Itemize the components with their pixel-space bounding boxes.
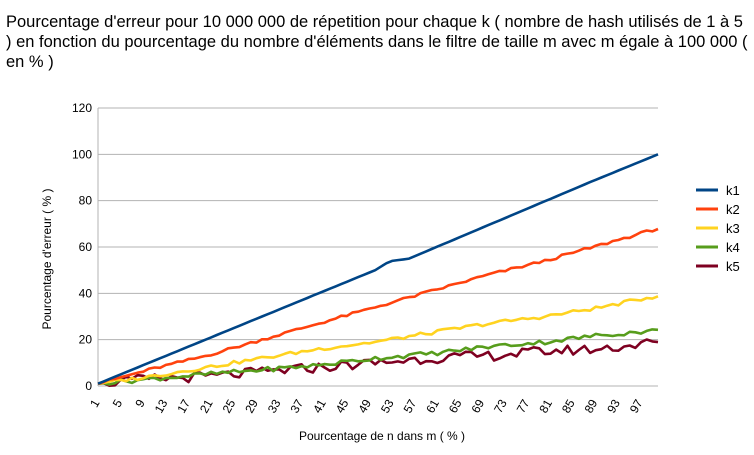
legend-label-k2: k2 [726,202,740,217]
x-tick-label: 49 [355,397,374,416]
legend-label-k1: k1 [726,183,740,198]
x-tick-label: 57 [401,397,420,416]
legend-label-k4: k4 [726,240,740,255]
x-tick-label: 85 [559,397,578,416]
x-axis-ticks: 1 5 9 13 17 21 25 29 33 37 41 45 49 53 57 61 65 69 73 77 81 8… [87,397,646,416]
legend: k1 k2 k3 k4 k5 [696,183,740,274]
x-tick-label: 17 [174,397,193,416]
x-tick-label: 29 [242,397,261,416]
y-axis-ticks: 0 20 40 60 80 100 120 [72,101,92,393]
x-tick-label: 21 [197,397,216,416]
x-tick-label: 97 [627,397,646,416]
chart-title: Pourcentage d'erreur pour 10 000 000 de … [6,13,748,71]
x-tick-label: 61 [423,397,442,416]
series-line-k1 [97,153,659,385]
series-line-k4 [97,328,659,386]
y-tick-label: 120 [72,101,92,115]
x-axis-label: Pourcentage de n dans m ( % ) [299,429,465,443]
x-tick-label: 25 [220,397,239,416]
x-tick-label: 13 [152,397,171,416]
x-tick-label: 73 [491,397,510,416]
series-line-k5 [97,338,659,387]
x-tick-label: 41 [310,397,329,416]
y-tick-label: 40 [79,286,93,300]
legend-label-k5: k5 [726,259,740,274]
x-tick-label: 89 [582,397,601,416]
x-tick-label: 53 [378,397,397,416]
series-lines [97,153,659,387]
y-axis-label: Pourcentage d'erreur ( % ) [40,188,54,329]
y-tick-label: 0 [85,379,92,393]
x-tick-label: 77 [514,397,533,416]
x-tick-label: 1 [87,397,103,410]
y-tick-label: 60 [79,240,93,254]
y-tick-label: 20 [79,333,93,347]
x-tick-label: 81 [536,397,555,416]
series-line-k3 [97,295,659,385]
y-tick-label: 80 [79,194,93,208]
x-tick-label: 5 [110,397,126,410]
grid-lines [97,107,658,387]
y-tick-label: 100 [72,147,92,161]
x-tick-label: 9 [132,397,148,410]
x-tick-label: 45 [333,397,352,416]
legend-label-k3: k3 [726,221,740,236]
x-tick-label: 65 [446,397,465,416]
series-line-k2 [97,227,659,385]
x-tick-label: 33 [265,397,284,416]
x-tick-label: 93 [604,397,623,416]
x-tick-label: 69 [468,397,487,416]
x-tick-label: 37 [287,397,306,416]
